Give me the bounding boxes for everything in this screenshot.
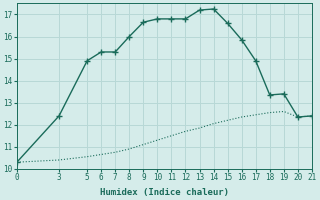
X-axis label: Humidex (Indice chaleur): Humidex (Indice chaleur) — [100, 188, 229, 197]
